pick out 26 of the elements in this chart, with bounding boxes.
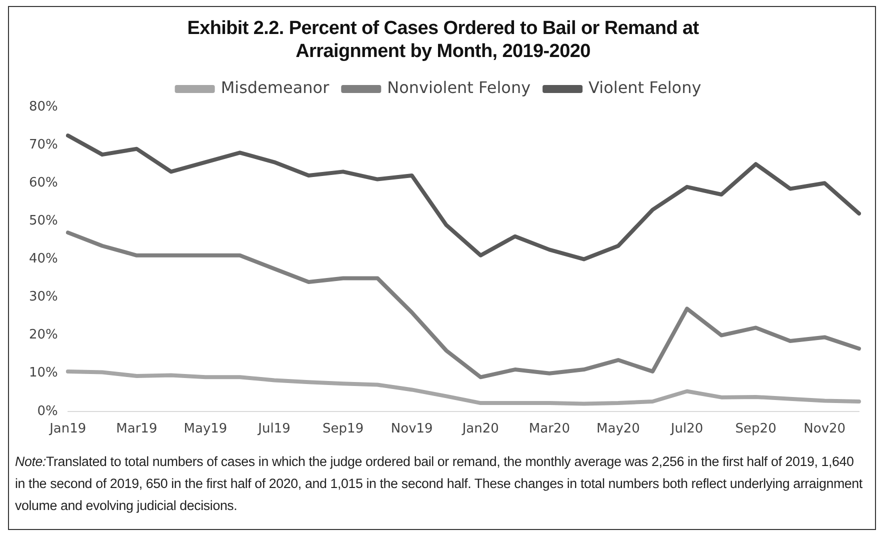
y-tick-label: 70% bbox=[28, 137, 58, 152]
x-tick-label: Nov20 bbox=[804, 422, 846, 437]
x-tick-label: Mar20 bbox=[528, 422, 570, 437]
x-tick-label: Jan20 bbox=[461, 422, 499, 437]
x-tick-label: Nov19 bbox=[390, 422, 433, 437]
x-tick-label: May20 bbox=[596, 422, 640, 437]
text: Note:Translated to total numbers of cases in which the judge ordered bail or remand, the monthly average was 2,256 in the first half of 2019, 1,640 in the second of 2019, 650 in the first half of 2020, and 1,015 in the second half. These changes in total numbers both reflect underlying arraignment volume and evolving judicial decisions. bbox=[15, 453, 864, 515]
y-tick-label: 30% bbox=[28, 290, 58, 305]
y-tick-label: 10% bbox=[28, 366, 58, 381]
y-tick-label: 50% bbox=[28, 214, 58, 229]
y-tick-label: 40% bbox=[28, 252, 58, 267]
x-tick-label: May19 bbox=[184, 422, 228, 437]
x-tick-label: Sep20 bbox=[735, 422, 776, 437]
y-tick-label: 60% bbox=[28, 175, 58, 190]
y-tick-label: 20% bbox=[28, 328, 58, 343]
chart-title: Exhibit 2.2. Percent of Cases Ordered to Bail or Remand at Arraignment by Month, 2019-2020 bbox=[186, 17, 700, 63]
x-tick-label: Mar19 bbox=[116, 422, 158, 437]
x-tick-label: Sep19 bbox=[322, 422, 364, 437]
y-tick-label: 0% bbox=[37, 404, 58, 419]
legend-label: Misdemeanor bbox=[220, 78, 330, 98]
x-tick-label: Jul19 bbox=[257, 422, 290, 437]
x-tick-label: Jul20 bbox=[670, 422, 704, 437]
y-tick-label: 80% bbox=[28, 99, 58, 114]
legend-label: Nonviolent Felony bbox=[387, 78, 531, 98]
x-tick-label: Jan19 bbox=[48, 422, 86, 437]
legend-label: Violent Felony bbox=[588, 78, 702, 98]
